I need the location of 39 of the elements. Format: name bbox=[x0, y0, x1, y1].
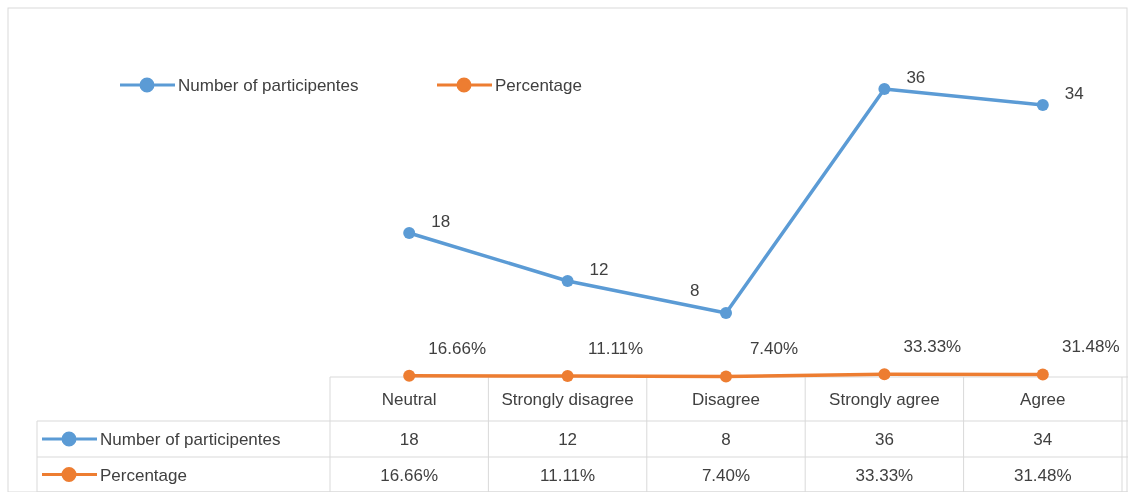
point bbox=[878, 368, 891, 381]
point bbox=[878, 83, 891, 95]
point bbox=[1036, 368, 1049, 381]
text: 31.48% bbox=[1061, 337, 1120, 357]
point bbox=[561, 370, 574, 383]
data-label: 11.11% bbox=[540, 465, 596, 485]
text: Number of participentes bbox=[100, 430, 281, 449]
data-label: 7.40% bbox=[701, 465, 751, 485]
text: 34 bbox=[1064, 84, 1084, 103]
text: Percentage bbox=[495, 76, 582, 95]
text: 33.33% bbox=[903, 337, 962, 357]
legend-label: Number of participentes bbox=[178, 76, 359, 95]
x-tick-label: Disagree bbox=[691, 390, 761, 409]
text: 12 bbox=[589, 260, 609, 279]
text: 8 bbox=[690, 281, 700, 300]
data-label: 12 bbox=[558, 430, 578, 449]
data-label: 8 bbox=[721, 430, 731, 449]
data-label: 34 bbox=[1033, 430, 1053, 449]
point bbox=[403, 227, 416, 239]
x-tick-label: Strongly agree bbox=[829, 390, 940, 409]
data-label: 33.33% bbox=[855, 465, 914, 485]
data-label: 36 bbox=[874, 430, 894, 449]
x-tick-label: Agree bbox=[1020, 390, 1066, 409]
text: 36 bbox=[906, 68, 926, 87]
x-tick-label: Neutral bbox=[381, 390, 437, 409]
text: 18 bbox=[431, 212, 451, 231]
point bbox=[720, 370, 732, 383]
text: 7.40% bbox=[749, 339, 799, 359]
data-label: 18 bbox=[399, 430, 419, 449]
text: 16.66% bbox=[428, 338, 487, 358]
text: 11.11% bbox=[588, 339, 644, 359]
point bbox=[561, 275, 574, 287]
legend-label: Percentage bbox=[100, 465, 187, 485]
point bbox=[403, 369, 416, 382]
point bbox=[1036, 99, 1049, 111]
data-label: 16.66% bbox=[380, 465, 439, 485]
x-tick-label: Strongly disagree bbox=[501, 390, 634, 409]
point bbox=[720, 307, 732, 319]
data-label: 31.48% bbox=[1013, 465, 1072, 485]
